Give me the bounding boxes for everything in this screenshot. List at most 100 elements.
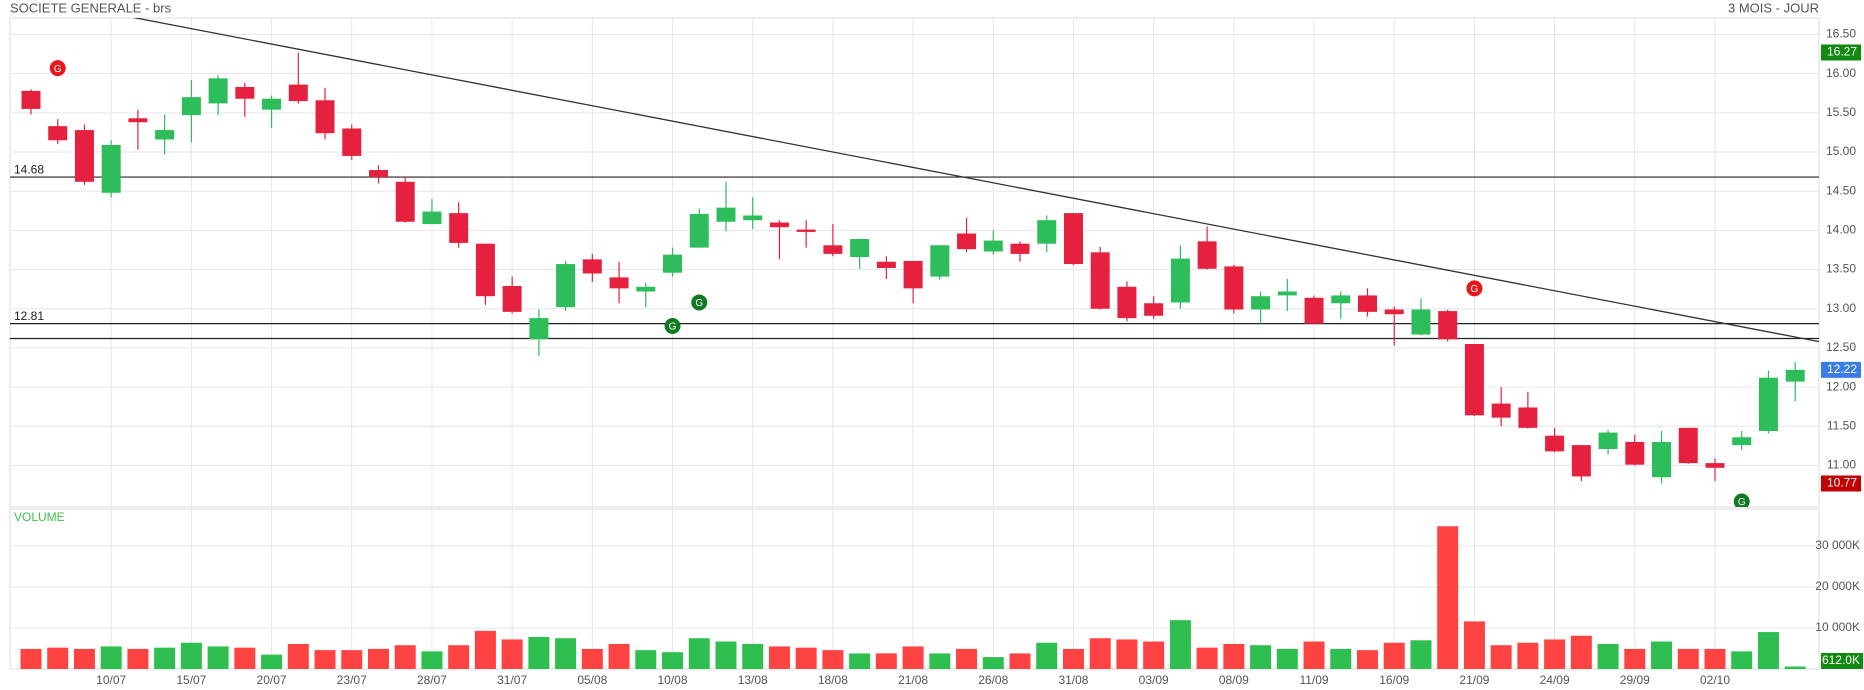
candle-body — [101, 144, 121, 193]
volume-bar — [929, 653, 951, 669]
candle-body — [1705, 463, 1725, 468]
candle-body — [556, 264, 576, 308]
candle-body — [1251, 296, 1271, 310]
volume-bar — [1651, 641, 1673, 669]
volume-bar — [1544, 639, 1566, 669]
y-tick-label: 13.50 — [1826, 262, 1856, 276]
candle-body — [1144, 303, 1164, 316]
volume-bar — [635, 650, 657, 669]
volume-bar — [1089, 638, 1111, 669]
candle-body — [1170, 258, 1190, 303]
signal-label: G — [1471, 284, 1479, 295]
volume-bar — [474, 630, 496, 669]
candle-body — [208, 78, 228, 104]
candle-body — [1090, 252, 1110, 309]
y-tick-label: 12.00 — [1826, 379, 1856, 393]
volume-bar — [1330, 648, 1352, 669]
volume-bar — [1143, 641, 1165, 669]
candle-body — [983, 240, 1003, 252]
y-tick-label: 10 000K — [1815, 620, 1860, 634]
candle-body — [1598, 432, 1618, 450]
candle-body — [903, 260, 923, 289]
volume-bar — [1062, 648, 1084, 669]
candle-body — [1384, 309, 1404, 315]
candle-body — [1732, 437, 1752, 446]
volume-bar — [367, 648, 389, 669]
volume-bar — [421, 651, 443, 669]
volume-bar — [127, 648, 149, 669]
candle-body — [1304, 297, 1324, 324]
x-tick-label: 05/08 — [577, 673, 607, 687]
candle-body — [235, 86, 255, 99]
price-badge-label: 12.22 — [1827, 362, 1857, 376]
candle-body — [1545, 435, 1565, 452]
volume-bar — [100, 646, 122, 669]
volume-bar — [1624, 648, 1646, 669]
volume-bar — [555, 638, 577, 669]
y-tick-label: 20 000K — [1815, 579, 1860, 593]
x-tick-label: 24/09 — [1540, 673, 1570, 687]
x-tick-label: 23/07 — [337, 673, 367, 687]
volume-bar — [1597, 643, 1619, 669]
candle-body — [21, 90, 41, 109]
volume-bar — [1570, 635, 1592, 669]
candle-body — [342, 128, 362, 156]
volume-bar — [1357, 650, 1378, 669]
volume-bar — [1757, 632, 1779, 669]
level-label: 14.68 — [14, 162, 44, 176]
x-tick-label: 02/10 — [1700, 673, 1730, 687]
signal-label: G — [1738, 497, 1746, 508]
candle-body — [796, 229, 816, 232]
volume-bar — [1383, 642, 1405, 669]
volume-bar — [180, 642, 202, 669]
candle-body — [850, 238, 870, 258]
volume-bar — [1490, 645, 1512, 669]
candle-body — [262, 98, 282, 110]
candle-body — [1197, 241, 1217, 269]
candle-body — [1571, 445, 1591, 477]
y-tick-label: 13.00 — [1826, 301, 1856, 315]
candle-body — [288, 84, 308, 102]
candle-body — [181, 97, 201, 116]
chart-title: SOCIETE GENERALE - brs — [10, 0, 172, 15]
volume-bar — [47, 647, 69, 669]
volume-bar — [314, 650, 336, 669]
x-tick-label: 13/08 — [738, 673, 768, 687]
volume-bar — [1116, 639, 1138, 669]
volume-bar — [581, 648, 603, 669]
y-tick-label: 11.00 — [1827, 458, 1856, 472]
x-tick-label: 21/09 — [1459, 673, 1489, 687]
x-tick-label: 29/09 — [1620, 673, 1650, 687]
signal-marker — [691, 294, 708, 311]
candle-body — [582, 259, 602, 274]
signal-marker — [49, 60, 66, 77]
candle-body — [315, 100, 335, 134]
volume-bar — [1276, 648, 1298, 669]
volume-bar — [688, 638, 710, 669]
price-badge — [1821, 44, 1861, 61]
candle-body — [876, 261, 896, 268]
y-tick-label: 16.00 — [1826, 66, 1856, 80]
candle-body — [930, 245, 950, 277]
signal-marker — [1466, 280, 1483, 297]
candle-body — [1652, 441, 1672, 478]
candle-body — [636, 286, 656, 292]
volume-bar — [394, 645, 416, 669]
candle-body — [1678, 427, 1698, 464]
volume-bar — [662, 652, 684, 669]
candle-body — [1625, 441, 1645, 465]
x-tick-label: 08/09 — [1219, 673, 1249, 687]
candle-body — [1331, 295, 1351, 304]
x-tick-label: 31/08 — [1058, 673, 1088, 687]
y-tick-label: 14.00 — [1826, 223, 1856, 237]
volume-bar — [1731, 651, 1753, 669]
volume-bar — [528, 637, 550, 669]
candle-body — [368, 170, 388, 178]
candle-body — [449, 213, 469, 243]
candle-body — [769, 222, 789, 228]
volume-bar — [1463, 621, 1485, 669]
price-badge-label: 16.27 — [1827, 45, 1857, 59]
volume-bar — [1784, 666, 1806, 669]
y-tick-label: 16.50 — [1826, 27, 1856, 41]
